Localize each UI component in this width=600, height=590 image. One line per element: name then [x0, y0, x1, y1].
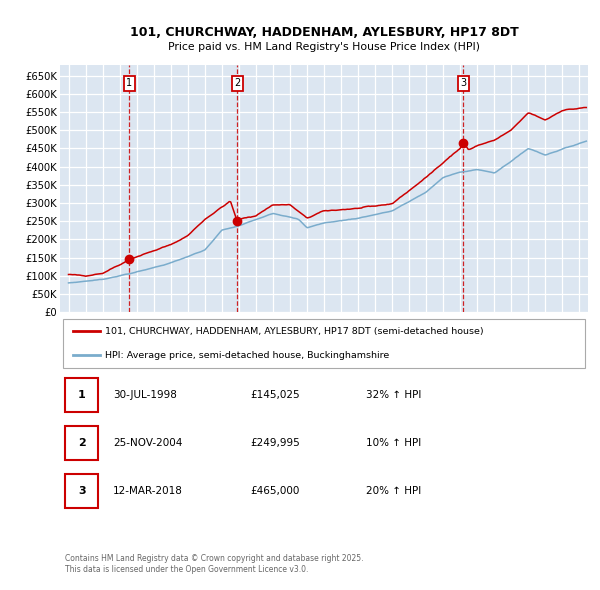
Text: 1: 1: [78, 390, 86, 400]
Text: 20% ↑ HPI: 20% ↑ HPI: [366, 486, 421, 496]
Text: Price paid vs. HM Land Registry's House Price Index (HPI): Price paid vs. HM Land Registry's House …: [168, 42, 480, 52]
FancyBboxPatch shape: [62, 319, 586, 368]
Text: 2: 2: [78, 438, 86, 448]
Text: 10% ↑ HPI: 10% ↑ HPI: [366, 438, 421, 448]
Text: 12-MAR-2018: 12-MAR-2018: [113, 486, 182, 496]
Text: 1: 1: [127, 78, 133, 88]
Text: Contains HM Land Registry data © Crown copyright and database right 2025.
This d: Contains HM Land Registry data © Crown c…: [65, 554, 364, 573]
Text: £145,025: £145,025: [250, 390, 300, 400]
Text: 2: 2: [234, 78, 240, 88]
Text: 3: 3: [78, 486, 85, 496]
Text: 101, CHURCHWAY, HADDENHAM, AYLESBURY, HP17 8DT: 101, CHURCHWAY, HADDENHAM, AYLESBURY, HP…: [130, 26, 518, 39]
Text: £465,000: £465,000: [250, 486, 299, 496]
Text: 25-NOV-2004: 25-NOV-2004: [113, 438, 182, 448]
Text: 3: 3: [460, 78, 467, 88]
Text: HPI: Average price, semi-detached house, Buckinghamshire: HPI: Average price, semi-detached house,…: [105, 351, 389, 360]
Text: 101, CHURCHWAY, HADDENHAM, AYLESBURY, HP17 8DT (semi-detached house): 101, CHURCHWAY, HADDENHAM, AYLESBURY, HP…: [105, 326, 484, 336]
Text: 30-JUL-1998: 30-JUL-1998: [113, 390, 176, 400]
Text: £249,995: £249,995: [250, 438, 300, 448]
FancyBboxPatch shape: [65, 426, 98, 460]
FancyBboxPatch shape: [65, 378, 98, 412]
Text: 32% ↑ HPI: 32% ↑ HPI: [366, 390, 422, 400]
FancyBboxPatch shape: [65, 474, 98, 508]
